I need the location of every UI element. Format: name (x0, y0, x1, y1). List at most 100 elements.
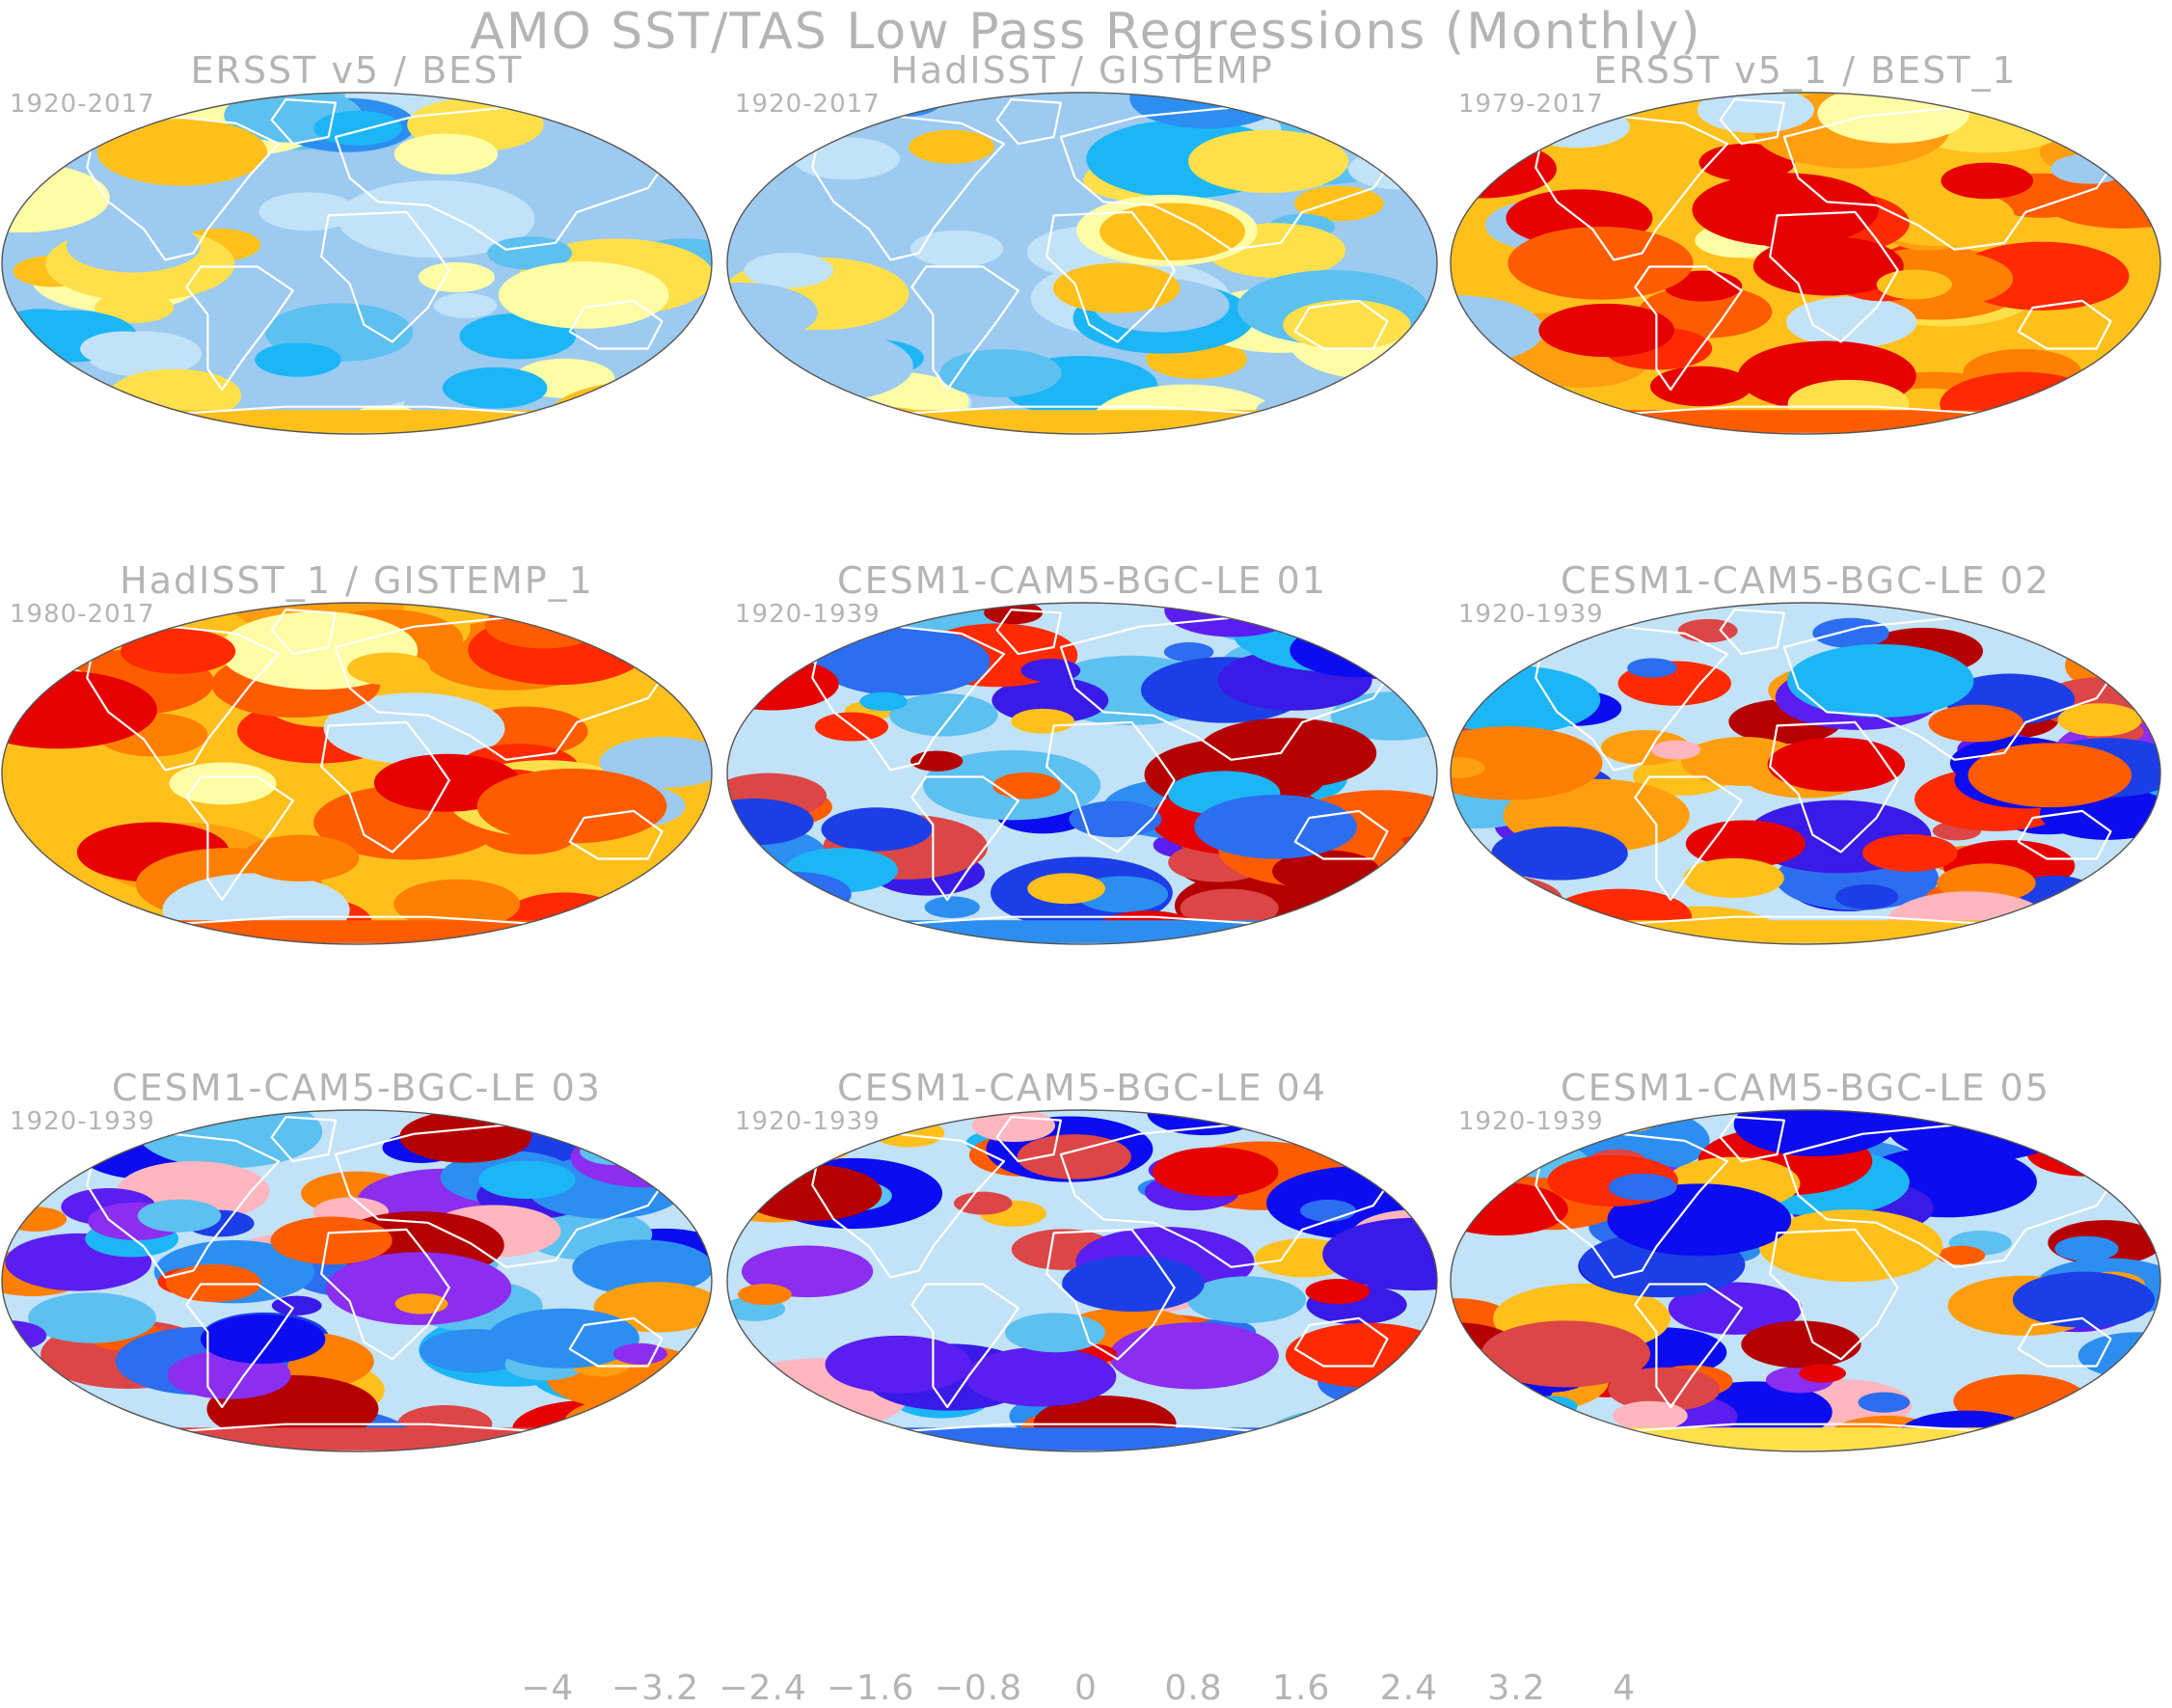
coastline-north-america (86, 1132, 281, 1279)
panel-title: HadISST_1 / GISTEMP_1 (120, 559, 594, 602)
coastline-south-america (910, 775, 1019, 902)
colorbar-tick-label: −3.2 (611, 1668, 699, 1708)
anomaly-field (1451, 1110, 2160, 1451)
anomaly-contour (641, 610, 712, 652)
anomaly-contour (1683, 857, 1784, 898)
anomaly-contour (1650, 366, 1752, 407)
anomaly-contour (1608, 1367, 1721, 1412)
coastline-north-america (1534, 1132, 1729, 1279)
anomaly-contour (1163, 641, 1214, 663)
anomaly-contour (442, 366, 548, 409)
coastline-australia (1293, 809, 1389, 860)
anomaly-contour (2012, 1271, 2156, 1328)
anomaly-contour (271, 1295, 322, 1315)
anomaly-contour (1299, 1199, 1356, 1222)
coastline-greenland (1719, 1115, 1786, 1163)
anomaly-contour (787, 1136, 852, 1162)
map-frame (1, 92, 713, 435)
anomaly-contour (563, 1397, 695, 1450)
anomaly-contour (563, 1426, 686, 1451)
anomaly-contour (1194, 795, 1357, 859)
anomaly-contour (825, 1335, 972, 1394)
antarctic-band (727, 1427, 1437, 1451)
coastline-africa (1045, 1228, 1176, 1361)
anomaly-contour (1692, 173, 1879, 247)
coastline-africa (1045, 720, 1176, 854)
map-panel: ERSST v5 / BEST 1920-2017 (1, 49, 713, 435)
anomaly-contour (1480, 1320, 1651, 1388)
anomaly-contour (3, 1206, 68, 1232)
anomaly-contour (418, 261, 495, 293)
coastline-australia (568, 809, 664, 860)
map-frame (1450, 92, 2161, 435)
anomaly-contour (821, 807, 933, 852)
anomaly-contour (2054, 1235, 2119, 1261)
colorbar: −4 −3.2 −2.4 −1.6 −0.8 0 0.8 1.6 2.4 3.2 4 (521, 1668, 1635, 1708)
anomaly-contour (792, 137, 901, 180)
coastline-greenland (995, 1115, 1063, 1163)
anomaly-contour (727, 799, 814, 846)
map-frame (1, 1109, 713, 1452)
map-panel: HadISST / GISTEMP 1920-2017 (726, 49, 1438, 435)
coastline-africa (1769, 720, 1899, 854)
panel-title: CESM1-CAM5-BGC-LE 05 (1561, 1067, 2050, 1109)
anomaly-contour (1314, 1402, 1437, 1451)
panel-title: HadISST / GISTEMP (890, 49, 1273, 92)
colorbar-tick-label: 3.2 (1487, 1668, 1545, 1708)
coastline-australia (568, 1316, 664, 1368)
anomaly-contour (487, 1308, 639, 1369)
panel-period: 1920-2017 (735, 90, 881, 119)
anomaly-contour (1052, 262, 1181, 313)
anomaly-contour (547, 381, 712, 434)
anomaly-contour (347, 652, 430, 686)
panel-period: 1920-1939 (735, 600, 881, 629)
anomaly-contour (2080, 1137, 2147, 1164)
antarctic-band (1451, 410, 2160, 434)
coastline-australia (2017, 809, 2112, 860)
anomaly-contour (1344, 887, 1437, 926)
anomaly-contour (1451, 395, 1590, 434)
anomaly-contour (1272, 850, 1380, 893)
map-frame (1, 602, 713, 945)
anomaly-contour (731, 1374, 786, 1396)
anomaly-contour (727, 909, 780, 932)
anomaly-contour (1180, 888, 1279, 928)
anomaly-contour (577, 1406, 659, 1439)
anomaly-contour (1538, 303, 1675, 358)
panel-title: CESM1-CAM5-BGC-LE 04 (837, 1067, 1327, 1109)
anomaly-contour (1698, 143, 1796, 181)
coastline-south-america (185, 775, 294, 902)
anomaly-contour (1017, 1134, 1131, 1179)
anomaly-contour (2095, 1388, 2160, 1419)
colorbar-tick-label: −2.4 (719, 1668, 806, 1708)
anomaly-contour (538, 603, 617, 631)
anomaly-contour (1372, 1124, 1437, 1150)
colorbar-tick-label: 2.4 (1380, 1668, 1438, 1708)
anomaly-contour (433, 292, 498, 318)
anomaly-contour (738, 1284, 792, 1306)
anomaly-contour (572, 1239, 712, 1296)
anomaly-contour (1187, 129, 1349, 194)
anomaly-contour (323, 692, 505, 765)
coastline-greenland (995, 97, 1063, 146)
anomaly-contour (255, 342, 341, 377)
anomaly-contour (1940, 371, 2104, 434)
anomaly-contour (1152, 1147, 1279, 1197)
anomaly-contour (137, 1199, 222, 1233)
coastline-north-america (86, 115, 281, 261)
colorbar-tick-label: −1.6 (827, 1668, 914, 1708)
anomaly-contour (1062, 1255, 1205, 1313)
antarctic-band (1451, 920, 2160, 944)
anomaly-contour (95, 291, 175, 323)
anomaly-contour (1290, 623, 1427, 678)
anomaly-contour (1322, 1110, 1437, 1148)
coastline-greenland (995, 608, 1063, 656)
anomaly-contour (498, 261, 669, 329)
anomaly-field (2, 93, 712, 434)
anomaly-contour (2026, 1129, 2146, 1177)
anomaly-contour (584, 1110, 709, 1146)
coastline-africa (320, 1228, 450, 1361)
